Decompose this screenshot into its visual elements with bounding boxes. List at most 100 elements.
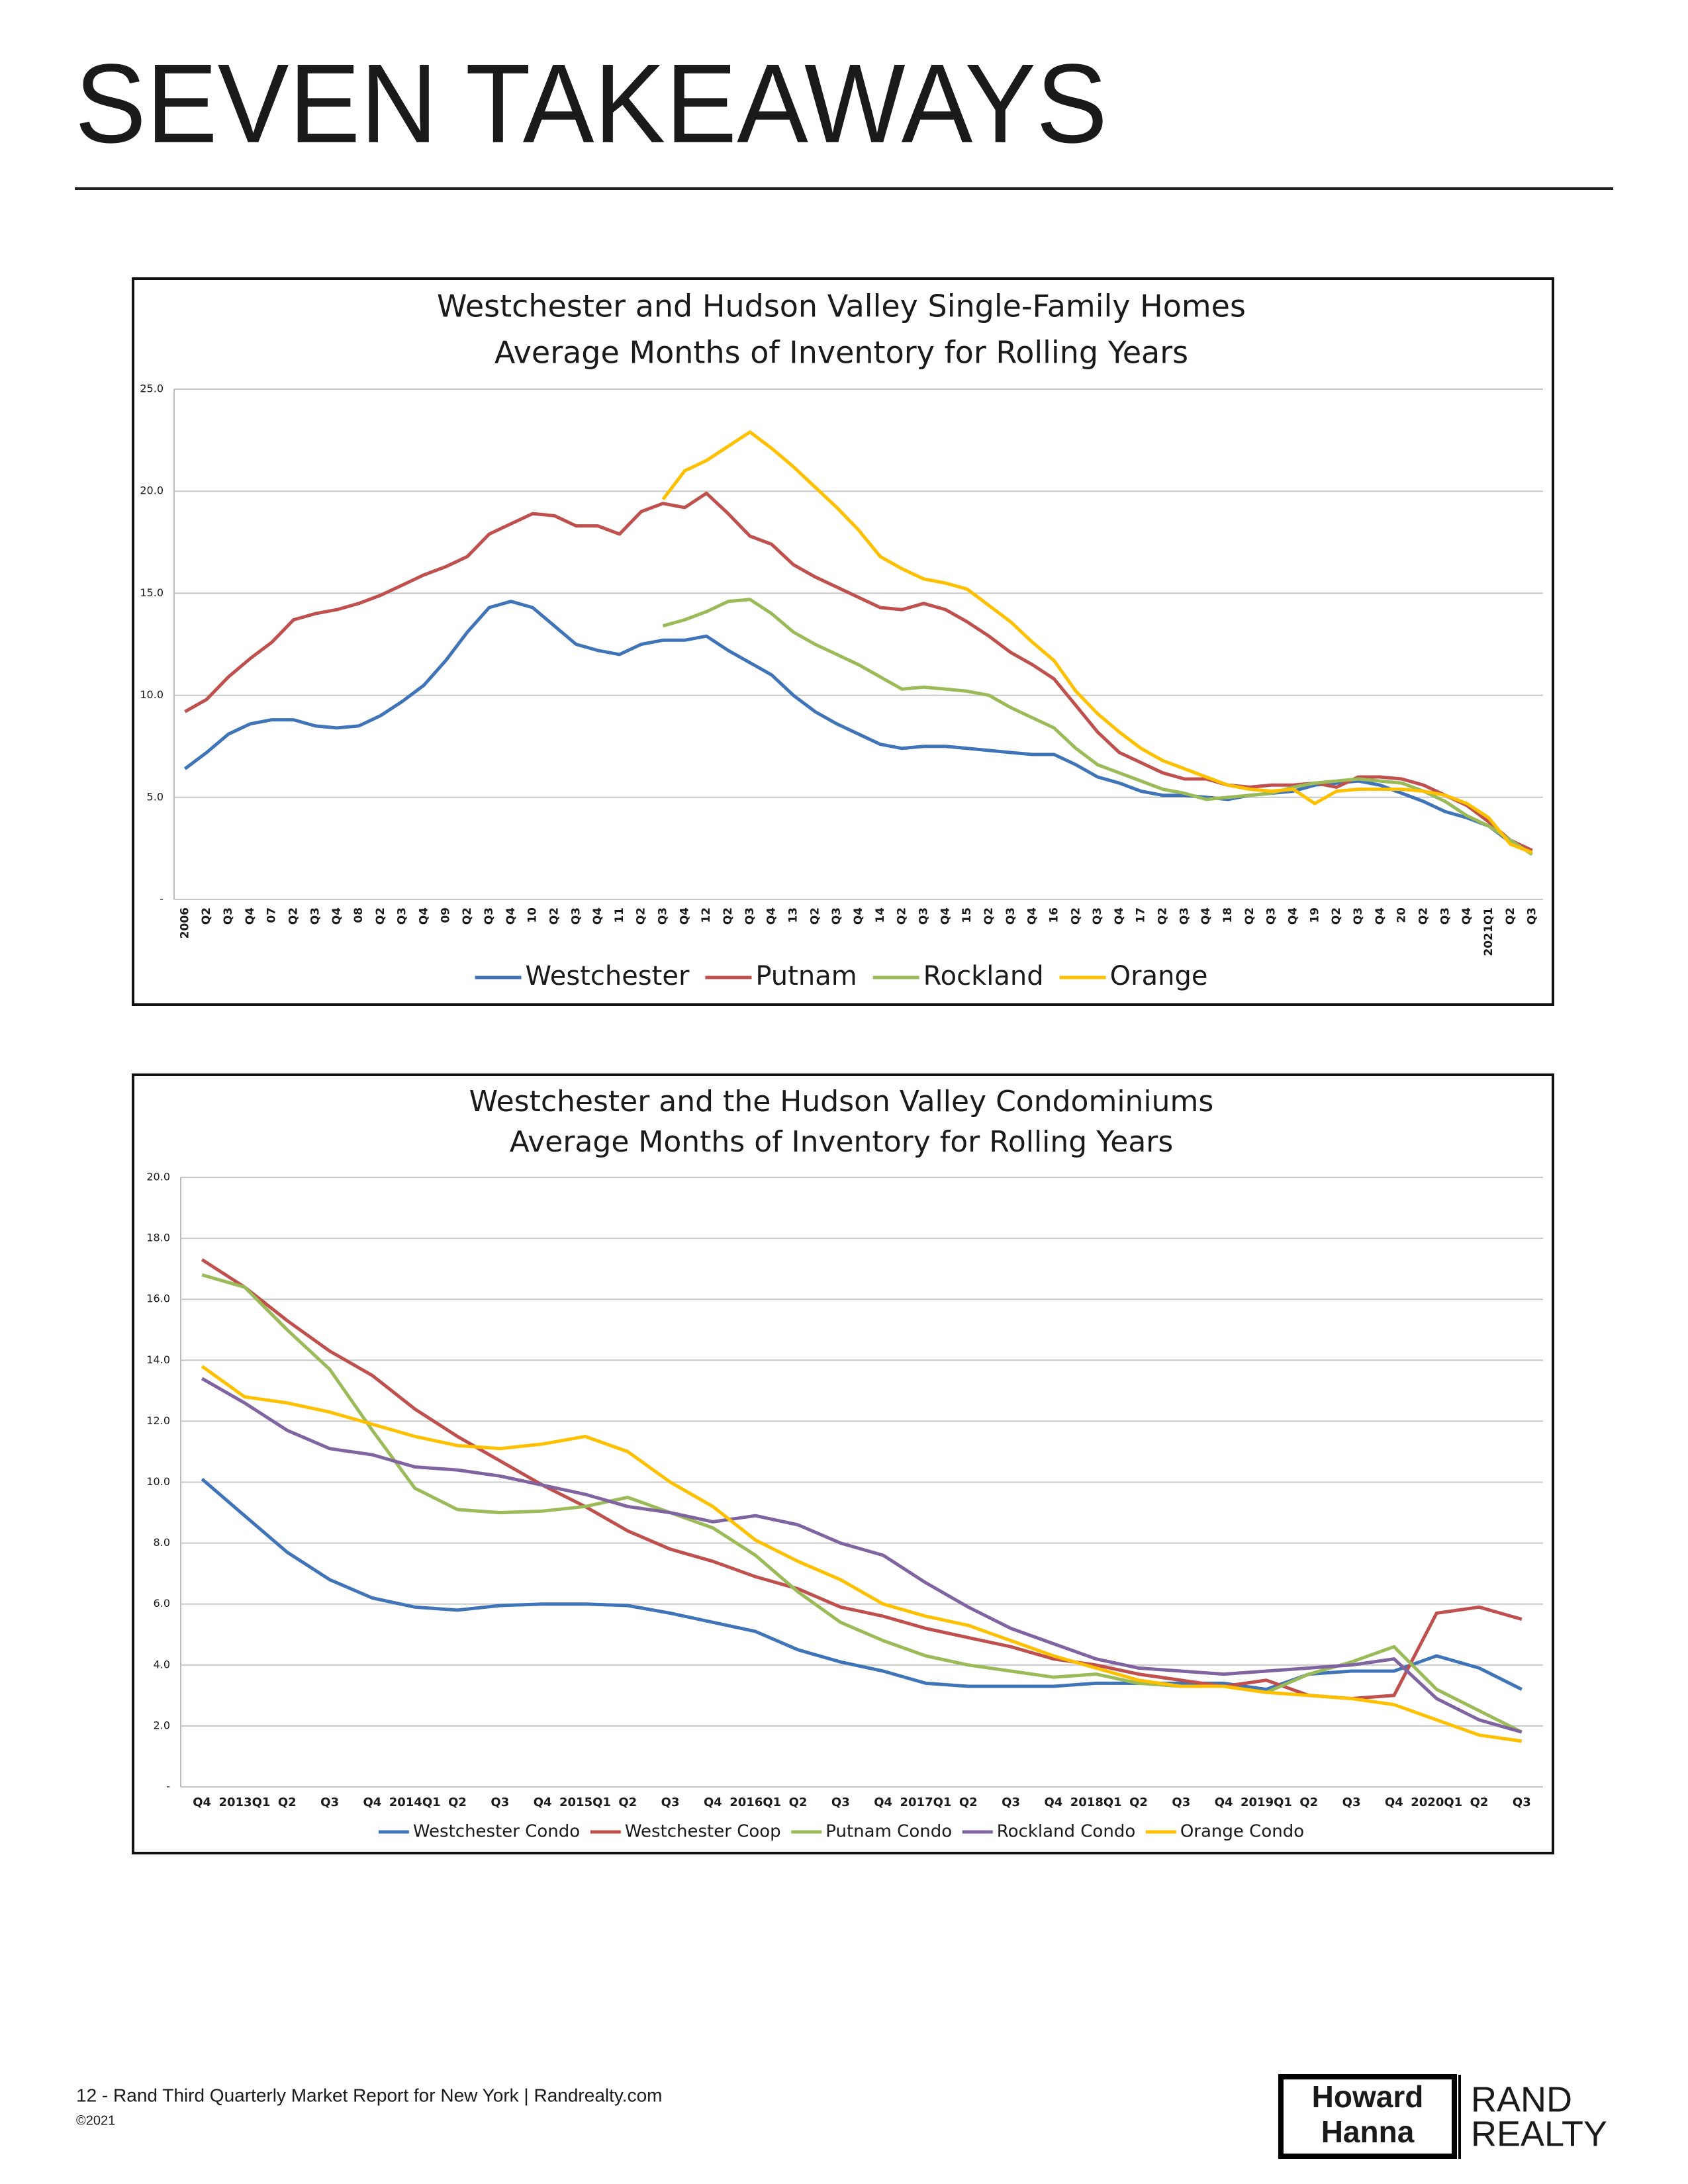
x-tick-label: Q3 — [1438, 907, 1452, 925]
x-tick-label: Q4 — [1044, 1796, 1062, 1809]
y-tick-label: 12.0 — [146, 1414, 170, 1427]
x-tick-label: Q4 — [874, 1796, 892, 1809]
page-title: SEVEN TAKEAWAYS — [75, 41, 1107, 167]
x-tick-label: Q3 — [743, 907, 757, 925]
x-tick-label: Q2 — [374, 907, 387, 925]
x-tick-label: Q2 — [959, 1796, 978, 1809]
footer-text: 12 - Rand Third Quarterly Market Report … — [76, 2085, 663, 2105]
series-line — [201, 1258, 1523, 1700]
x-tick-label: 2015Q1 — [559, 1796, 611, 1809]
x-tick-label: 18 — [1221, 907, 1235, 923]
x-tick-label: 07 — [265, 907, 279, 923]
x-tick-label: 19 — [1308, 907, 1321, 923]
y-tick-label: 5.0 — [147, 790, 164, 803]
x-tick-label: Q4 — [1113, 907, 1126, 925]
x-tick-label: Q2 — [618, 1796, 637, 1809]
x-tick-label: 2014Q1 — [389, 1796, 441, 1809]
y-tick-label: 10.0 — [146, 1475, 170, 1488]
x-tick-label: Q3 — [1091, 907, 1104, 925]
x-tick-label: 2013Q1 — [219, 1796, 271, 1809]
chart-subtitle: Average Months of Inventory for Rolling … — [494, 335, 1188, 371]
x-tick-label: Q2 — [1299, 1796, 1318, 1809]
y-tick-label: 25.0 — [140, 383, 164, 395]
x-tick-label: Q4 — [678, 907, 691, 925]
x-tick-label: 09 — [439, 907, 452, 923]
chart-subtitle: Average Months of Inventory for Rolling … — [510, 1125, 1174, 1159]
x-tick-label: Q4 — [852, 907, 865, 925]
legend-label: Westchester Condo — [413, 1822, 580, 1842]
x-tick-label: Q4 — [417, 907, 430, 925]
legend-label: Putnam Condo — [825, 1822, 952, 1842]
x-tick-label: 12 — [700, 907, 713, 923]
x-tick-label: Q3 — [831, 1796, 850, 1809]
x-tick-label: Q2 — [287, 907, 301, 925]
x-tick-label: Q4 — [330, 907, 344, 925]
x-tick-label: Q2 — [278, 1796, 297, 1809]
x-tick-label: Q3 — [483, 907, 496, 925]
legend-label: Westchester — [526, 961, 690, 991]
x-tick-label: 11 — [613, 907, 626, 923]
x-tick-label: Q2 — [448, 1796, 467, 1809]
x-tick-label: Q3 — [320, 1796, 339, 1809]
x-tick-label: Q3 — [1004, 907, 1017, 925]
x-tick-label: Q4 — [193, 1796, 211, 1809]
legend-label: Orange Condo — [1180, 1822, 1304, 1842]
x-tick-label: Q3 — [657, 907, 670, 925]
series-line — [183, 600, 1533, 852]
x-tick-label: Q4 — [939, 907, 952, 925]
x-tick-label: 2018Q1 — [1070, 1796, 1122, 1809]
y-tick-label: 20.0 — [140, 484, 164, 497]
y-tick-label: - — [166, 1780, 170, 1793]
logo-box — [1278, 2074, 1457, 2159]
x-tick-label: Q4 — [1287, 907, 1300, 925]
x-tick-label: Q2 — [1243, 907, 1256, 925]
y-tick-label: 8.0 — [154, 1536, 170, 1549]
x-tick-label: Q3 — [569, 907, 583, 925]
x-tick-label: Q3 — [1178, 907, 1191, 925]
x-tick-label: Q4 — [1215, 1796, 1233, 1809]
series-line — [201, 1273, 1523, 1734]
x-tick-label: Q3 — [1352, 907, 1365, 925]
series-line — [661, 430, 1533, 854]
x-tick-label: Q2 — [808, 907, 821, 925]
y-tick-label: 16.0 — [146, 1293, 170, 1305]
x-tick-label: Q4 — [244, 907, 257, 925]
series-line — [201, 1377, 1523, 1734]
y-tick-label: 4.0 — [154, 1658, 170, 1670]
x-tick-label: Q4 — [534, 1796, 552, 1809]
x-tick-label: 2021Q1 — [1482, 907, 1495, 956]
x-tick-label: Q3 — [1342, 1796, 1361, 1809]
y-tick-label: 10.0 — [140, 688, 164, 701]
y-tick-label: 18.0 — [146, 1232, 170, 1244]
logo-text: RAND — [1471, 2079, 1572, 2119]
legend-label: Rockland — [923, 961, 1044, 991]
legend-label: Rockland Condo — [997, 1822, 1136, 1842]
x-tick-label: Q3 — [308, 907, 322, 925]
x-tick-label: Q4 — [1385, 1796, 1403, 1809]
y-tick-label: - — [160, 893, 164, 905]
x-tick-label: 14 — [874, 907, 887, 923]
logo-text: Howard — [1312, 2079, 1424, 2114]
x-tick-label: Q2 — [1330, 907, 1343, 925]
x-tick-label: Q3 — [396, 907, 409, 925]
x-tick-label: Q2 — [635, 907, 648, 925]
x-tick-label: Q2 — [461, 907, 474, 925]
series-line — [201, 1478, 1523, 1692]
x-tick-label: Q2 — [1504, 907, 1517, 925]
x-tick-label: Q2 — [789, 1796, 808, 1809]
x-tick-label: Q2 — [1417, 907, 1430, 925]
x-tick-label: 2019Q1 — [1241, 1796, 1292, 1809]
x-tick-label: Q3 — [661, 1796, 680, 1809]
x-tick-label: Q3 — [1526, 907, 1539, 925]
x-tick-label: Q3 — [1172, 1796, 1190, 1809]
x-tick-label: 20 — [1395, 907, 1409, 923]
y-tick-label: 20.0 — [146, 1171, 170, 1183]
x-tick-label: Q2 — [982, 907, 996, 925]
x-tick-label: 2017Q1 — [900, 1796, 952, 1809]
x-tick-label: Q4 — [1374, 907, 1387, 925]
x-tick-label: Q3 — [917, 907, 930, 925]
series-line — [662, 598, 1533, 856]
logo-text: Hanna — [1321, 2115, 1415, 2149]
x-tick-label: 2006 — [178, 907, 191, 938]
